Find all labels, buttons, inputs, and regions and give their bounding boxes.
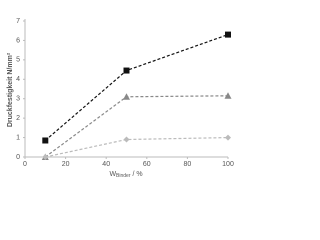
marker [225,134,231,141]
marker [42,154,49,160]
marker [123,67,130,74]
x-axis-label: WBinder / % [109,171,142,179]
y-tick-label: 6 [16,37,20,44]
x-tick-label: 80 [184,161,192,168]
x-tick-label: 0 [23,161,27,168]
x-label-sub: Binder [116,173,131,179]
chart: Druckfestigkeit N/mm² WBinder / % 0 1 2 3 4 5… [7,18,234,179]
y-tick-label: 3 [16,96,20,103]
series-line [44,95,229,158]
marker [123,93,130,100]
y-tick-label: 1 [16,134,20,141]
x-tick-label: 40 [102,161,110,168]
y-tick-label: 7 [16,18,20,25]
x-label-main: W [109,171,116,178]
x-tick-label: 100 [222,161,234,168]
y-axis-label: Druckfestigkeit N/mm² [7,52,14,127]
marker [42,137,49,144]
series-line [44,34,229,141]
marker [225,31,231,38]
marker [224,92,232,99]
x-tick-label: 20 [62,161,70,168]
x-tick-label: 60 [143,161,151,168]
y-tick-label: 5 [16,57,20,64]
y-tick-label: 4 [16,76,20,83]
x-label-unit: / % [131,171,143,178]
y-tick-label: 0 [16,154,20,161]
series-line [45,136,229,158]
y-tick-label: 2 [16,115,20,122]
marker [123,136,130,143]
